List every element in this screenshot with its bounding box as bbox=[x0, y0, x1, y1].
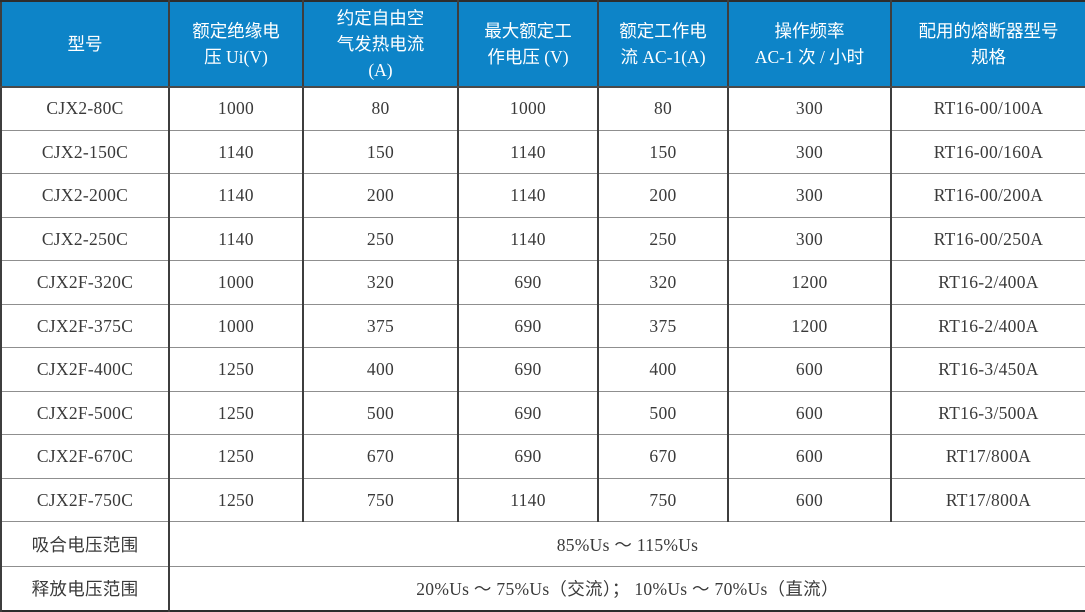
model-cell: CJX2F-400C bbox=[0, 347, 170, 392]
fuse-cell: RT16-2/400A bbox=[890, 260, 1085, 305]
value-cell: 1250 bbox=[168, 390, 304, 436]
table-row: CJX2F-670C 1250 670 690 670 600 RT17/800… bbox=[0, 434, 1085, 479]
fuse-cell: RT17/800A bbox=[890, 477, 1085, 523]
table-row: CJX2-250C 1140 250 1140 250 300 RT16-00/… bbox=[0, 216, 1085, 262]
value-cell: 400 bbox=[302, 347, 459, 392]
value-cell: 320 bbox=[302, 260, 459, 305]
value-cell: 690 bbox=[457, 260, 599, 305]
value-cell: 80 bbox=[597, 86, 729, 131]
value-cell: 1000 bbox=[168, 86, 304, 131]
value-cell: 1140 bbox=[168, 173, 304, 218]
value-cell: 690 bbox=[457, 303, 599, 349]
model-cell: CJX2-150C bbox=[0, 129, 170, 175]
value-cell: 1200 bbox=[727, 260, 892, 305]
value-cell: 1250 bbox=[168, 347, 304, 392]
column-header-model: 型号 bbox=[0, 0, 170, 88]
table-row: CJX2F-320C 1000 320 690 320 1200 RT16-2/… bbox=[0, 260, 1085, 305]
column-header-operating-frequency: 操作频率 AC-1 次 / 小时 bbox=[727, 0, 892, 88]
value-cell: 1140 bbox=[457, 129, 599, 175]
table-body: CJX2-80C 1000 80 1000 80 300 RT16-00/100… bbox=[0, 86, 1085, 612]
value-cell: 250 bbox=[302, 216, 459, 262]
model-cell: CJX2F-375C bbox=[0, 303, 170, 349]
value-cell: 150 bbox=[302, 129, 459, 175]
fuse-cell: RT17/800A bbox=[890, 434, 1085, 479]
table-header: 型号 额定绝缘电 压 Ui(V) 约定自由空 气发热电流 (A) 最大额定工 作… bbox=[0, 0, 1085, 88]
value-cell: 500 bbox=[597, 390, 729, 436]
value-cell: 1140 bbox=[168, 129, 304, 175]
release-voltage-range-label: 释放电压范围 bbox=[0, 565, 170, 612]
value-cell: 750 bbox=[302, 477, 459, 523]
fuse-cell: RT16-3/450A bbox=[890, 347, 1085, 392]
value-cell: 150 bbox=[597, 129, 729, 175]
value-cell: 300 bbox=[727, 173, 892, 218]
value-cell: 690 bbox=[457, 347, 599, 392]
table-row: CJX2F-500C 1250 500 690 500 600 RT16-3/5… bbox=[0, 390, 1085, 436]
model-cell: CJX2F-500C bbox=[0, 390, 170, 436]
value-cell: 320 bbox=[597, 260, 729, 305]
value-cell: 670 bbox=[597, 434, 729, 479]
value-cell: 500 bbox=[302, 390, 459, 436]
value-cell: 1000 bbox=[457, 86, 599, 131]
value-cell: 300 bbox=[727, 216, 892, 262]
value-cell: 600 bbox=[727, 390, 892, 436]
release-voltage-range-value: 20%Us ～ 75%Us（交流）； 10%Us ～ 70%Us（直流） bbox=[168, 565, 1085, 612]
value-cell: 300 bbox=[727, 129, 892, 175]
value-cell: 600 bbox=[727, 477, 892, 523]
column-header-working-current: 额定工作电 流 AC-1(A) bbox=[597, 0, 729, 88]
table-row: CJX2F-400C 1250 400 690 400 600 RT16-3/4… bbox=[0, 347, 1085, 392]
value-cell: 375 bbox=[597, 303, 729, 349]
fuse-cell: RT16-00/200A bbox=[890, 173, 1085, 218]
value-cell: 1140 bbox=[457, 477, 599, 523]
model-cell: CJX2F-670C bbox=[0, 434, 170, 479]
value-cell: 200 bbox=[597, 173, 729, 218]
table-row: CJX2-80C 1000 80 1000 80 300 RT16-00/100… bbox=[0, 86, 1085, 131]
table-row: CJX2F-750C 1250 750 1140 750 600 RT17/80… bbox=[0, 477, 1085, 523]
value-cell: 1140 bbox=[168, 216, 304, 262]
column-header-fuse-spec: 配用的熔断器型号 规格 bbox=[890, 0, 1085, 88]
fuse-cell: RT16-3/500A bbox=[890, 390, 1085, 436]
fuse-cell: RT16-2/400A bbox=[890, 303, 1085, 349]
model-cell: CJX2-80C bbox=[0, 86, 170, 131]
value-cell: 1200 bbox=[727, 303, 892, 349]
value-cell: 600 bbox=[727, 347, 892, 392]
column-header-max-working-voltage: 最大额定工 作电压 (V) bbox=[457, 0, 599, 88]
fuse-cell: RT16-00/250A bbox=[890, 216, 1085, 262]
value-cell: 400 bbox=[597, 347, 729, 392]
table-row: CJX2-150C 1140 150 1140 150 300 RT16-00/… bbox=[0, 129, 1085, 175]
value-cell: 200 bbox=[302, 173, 459, 218]
pickup-voltage-range-label: 吸合电压范围 bbox=[0, 521, 170, 567]
fuse-cell: RT16-00/100A bbox=[890, 86, 1085, 131]
model-cell: CJX2-250C bbox=[0, 216, 170, 262]
table-row: 吸合电压范围 85%Us ～ 115%Us bbox=[0, 521, 1085, 567]
table-row: CJX2F-375C 1000 375 690 375 1200 RT16-2/… bbox=[0, 303, 1085, 349]
model-cell: CJX2F-320C bbox=[0, 260, 170, 305]
value-cell: 300 bbox=[727, 86, 892, 131]
value-cell: 690 bbox=[457, 434, 599, 479]
value-cell: 690 bbox=[457, 390, 599, 436]
table-row: 释放电压范围 20%Us ～ 75%Us（交流）； 10%Us ～ 70%Us（… bbox=[0, 565, 1085, 612]
value-cell: 1250 bbox=[168, 434, 304, 479]
column-header-insulation-voltage: 额定绝缘电 压 Ui(V) bbox=[168, 0, 304, 88]
value-cell: 1140 bbox=[457, 216, 599, 262]
value-cell: 80 bbox=[302, 86, 459, 131]
value-cell: 600 bbox=[727, 434, 892, 479]
fuse-cell: RT16-00/160A bbox=[890, 129, 1085, 175]
value-cell: 1140 bbox=[457, 173, 599, 218]
value-cell: 670 bbox=[302, 434, 459, 479]
value-cell: 1000 bbox=[168, 303, 304, 349]
value-cell: 250 bbox=[597, 216, 729, 262]
value-cell: 1000 bbox=[168, 260, 304, 305]
header-row: 型号 额定绝缘电 压 Ui(V) 约定自由空 气发热电流 (A) 最大额定工 作… bbox=[0, 0, 1085, 88]
model-cell: CJX2-200C bbox=[0, 173, 170, 218]
table-row: CJX2-200C 1140 200 1140 200 300 RT16-00/… bbox=[0, 173, 1085, 218]
value-cell: 1250 bbox=[168, 477, 304, 523]
pickup-voltage-range-value: 85%Us ～ 115%Us bbox=[168, 521, 1085, 567]
model-cell: CJX2F-750C bbox=[0, 477, 170, 523]
value-cell: 375 bbox=[302, 303, 459, 349]
column-header-thermal-current: 约定自由空 气发热电流 (A) bbox=[302, 0, 459, 88]
value-cell: 750 bbox=[597, 477, 729, 523]
